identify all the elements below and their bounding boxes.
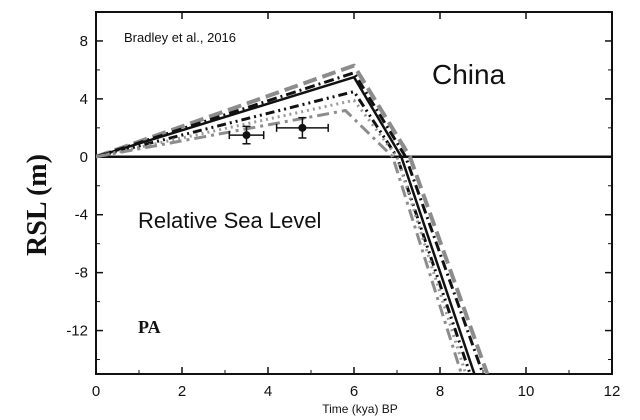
tick-labels: 0 2 4 6 8 10 12 8 4 0 -4 -8 -12 bbox=[66, 33, 620, 400]
observation-point-1 bbox=[228, 125, 265, 145]
x-tick-label: 10 bbox=[518, 383, 535, 400]
series-line-1 bbox=[96, 63, 490, 374]
observation-points bbox=[228, 116, 329, 145]
series-line-4 bbox=[96, 90, 472, 374]
panel-annotation: PA bbox=[138, 317, 161, 337]
y-tick-label: 0 bbox=[80, 149, 88, 166]
observation-point-2 bbox=[275, 116, 329, 139]
y-tick-label: 8 bbox=[80, 33, 88, 50]
x-tick-label: 0 bbox=[92, 383, 100, 400]
series-line-5 bbox=[96, 98, 468, 374]
source-annotation: Bradley et al., 2016 bbox=[124, 30, 236, 45]
observation-marker bbox=[298, 123, 307, 132]
x-axis-label: Time (kya) BP bbox=[322, 402, 398, 416]
y-tick-label: 4 bbox=[80, 91, 88, 108]
caption-annotation: Relative Sea Level bbox=[138, 208, 321, 233]
series-line-2 bbox=[96, 71, 485, 374]
region-annotation: China bbox=[432, 59, 506, 90]
y-tick-label: -12 bbox=[66, 323, 88, 340]
x-tick-label: 4 bbox=[264, 383, 272, 400]
x-tick-label: 8 bbox=[436, 383, 444, 400]
y-tick-label: -4 bbox=[75, 207, 88, 224]
x-tick-label: 6 bbox=[350, 383, 358, 400]
series-line-6 bbox=[96, 109, 463, 374]
series-lines bbox=[96, 63, 490, 374]
tick-marks bbox=[95, 12, 613, 374]
y-axis-label: RSL (m) bbox=[22, 154, 53, 256]
x-tick-label: 2 bbox=[178, 383, 186, 400]
observation-marker bbox=[242, 131, 251, 140]
y-tick-label: -8 bbox=[75, 265, 88, 282]
x-tick-label: 12 bbox=[604, 383, 621, 400]
series-line-3 bbox=[96, 75, 476, 374]
